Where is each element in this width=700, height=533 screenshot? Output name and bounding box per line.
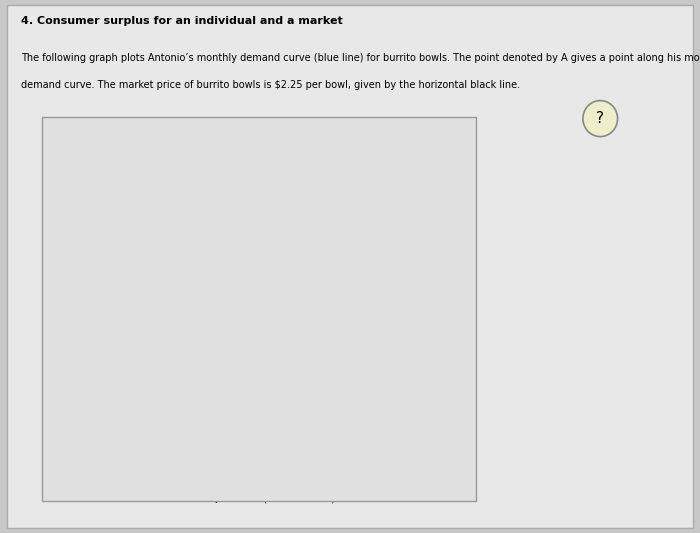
Circle shape (583, 101, 617, 136)
Text: A: A (207, 338, 215, 349)
Text: Price: Price (105, 369, 129, 379)
Y-axis label: PRICE (Dollars per bowl): PRICE (Dollars per bowl) (52, 263, 62, 382)
Text: Demand: Demand (105, 312, 146, 322)
Text: 4. Consumer surplus for an individual and a market: 4. Consumer surplus for an individual an… (21, 16, 343, 26)
Title: Antonio's Monthly Demand: Antonio's Monthly Demand (188, 155, 358, 168)
Text: demand curve. The market price of burrito bowls is $2.25 per bowl, given by the : demand curve. The market price of burrit… (21, 80, 520, 90)
X-axis label: QUANTITY (burrito bowls): QUANTITY (burrito bowls) (211, 494, 335, 504)
Text: ?: ? (596, 111, 604, 126)
Text: The following graph plots Antonio’s monthly demand curve (blue line) for burrito: The following graph plots Antonio’s mont… (21, 53, 700, 63)
